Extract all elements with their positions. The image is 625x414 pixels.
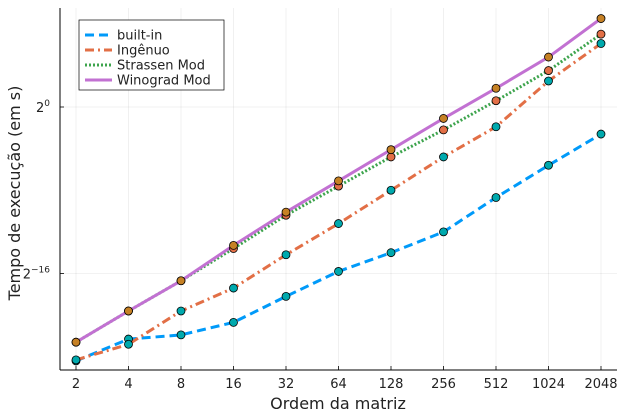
data-point bbox=[229, 318, 238, 327]
data-point bbox=[229, 283, 238, 293]
y-tick-label: 20 bbox=[36, 99, 50, 116]
data-point bbox=[71, 337, 81, 347]
data-point bbox=[439, 114, 448, 123]
x-tick-label: 32 bbox=[278, 377, 295, 392]
x-tick-label: 2 bbox=[72, 377, 80, 392]
data-point bbox=[124, 306, 133, 316]
data-point bbox=[491, 83, 501, 93]
data-point bbox=[491, 96, 501, 106]
data-point bbox=[176, 276, 186, 286]
data-point bbox=[544, 160, 553, 170]
axes bbox=[59, 8, 617, 371]
data-point bbox=[596, 29, 606, 39]
legend-label: Winograd Mod bbox=[117, 74, 211, 89]
data-point bbox=[544, 66, 553, 75]
legend-label: Strassen Mod bbox=[117, 59, 205, 74]
legend-label: Ingênuo bbox=[117, 44, 170, 59]
data-point bbox=[439, 152, 448, 162]
data-point bbox=[596, 14, 606, 23]
data-point bbox=[71, 355, 81, 365]
data-point bbox=[334, 176, 343, 186]
data-point bbox=[491, 193, 501, 202]
y-axis-label: Tempo de execução (em s) bbox=[5, 86, 24, 302]
data-point bbox=[386, 185, 396, 195]
data-point bbox=[124, 339, 133, 349]
x-tick-label: 256 bbox=[431, 377, 456, 392]
data-point bbox=[439, 125, 448, 135]
data-point bbox=[281, 250, 291, 260]
y-tick-label: 2−16 bbox=[23, 266, 51, 283]
data-point bbox=[386, 152, 396, 162]
x-tick-label: 8 bbox=[177, 377, 185, 392]
data-point bbox=[386, 145, 396, 155]
series-markers bbox=[71, 14, 606, 366]
data-point bbox=[281, 291, 291, 301]
x-tick-label: 64 bbox=[330, 377, 347, 392]
data-point bbox=[176, 330, 186, 340]
data-point bbox=[334, 219, 343, 228]
data-point bbox=[229, 241, 238, 250]
x-tick-label: 4 bbox=[124, 377, 132, 392]
x-tick-label: 16 bbox=[225, 377, 242, 392]
tick-labels: 2 4 8 16 32 64 128 256 512 1024 2048 20 2−16 bbox=[23, 99, 618, 392]
data-point bbox=[334, 267, 343, 276]
series-line-ing-nuo bbox=[75, 42, 602, 362]
data-point bbox=[176, 306, 186, 316]
data-point bbox=[596, 129, 606, 139]
data-point bbox=[386, 248, 396, 258]
x-tick-label: 512 bbox=[484, 377, 509, 392]
x-axis-label: Ordem da matriz bbox=[270, 394, 406, 413]
data-point bbox=[544, 76, 553, 86]
data-point bbox=[596, 39, 606, 48]
data-point bbox=[544, 52, 553, 62]
data-point bbox=[281, 207, 291, 217]
data-point bbox=[439, 227, 448, 237]
legend-box bbox=[78, 19, 225, 91]
legend-label: built-in bbox=[117, 29, 162, 44]
x-tick-label: 2048 bbox=[584, 377, 617, 392]
x-tick-label: 1024 bbox=[532, 377, 565, 392]
data-point bbox=[491, 122, 501, 132]
x-tick-label: 128 bbox=[379, 377, 404, 392]
